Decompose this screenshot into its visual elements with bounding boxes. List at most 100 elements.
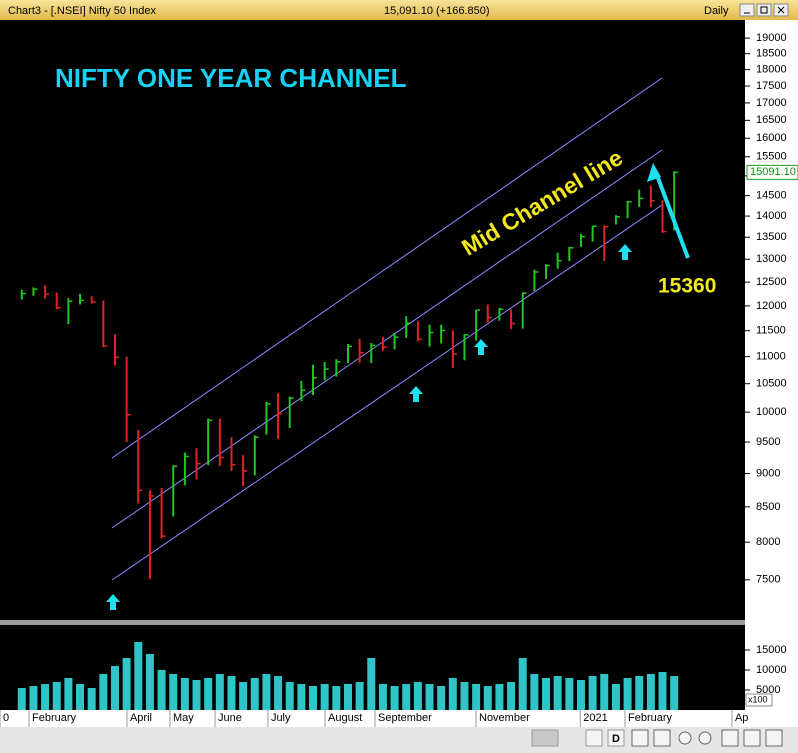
volume-bar — [576, 680, 585, 710]
volume-bar — [64, 678, 73, 710]
volume-tick-label: 15000 — [756, 644, 787, 656]
x-tick-label: 2021 — [583, 712, 607, 724]
toolbar — [0, 727, 798, 753]
volume-bar — [425, 684, 434, 710]
channel-lines — [111, 77, 663, 581]
volume-bar — [600, 674, 609, 710]
x-tick-label: June — [218, 712, 242, 724]
volume-bar — [483, 686, 492, 710]
y-tick-label: 13500 — [756, 231, 787, 243]
volume-bar — [180, 678, 189, 710]
refresh-button[interactable] — [585, 729, 603, 747]
volume-bar — [239, 682, 248, 710]
volume-tick-label: 5000 — [756, 684, 780, 696]
x-tick-label: February — [628, 712, 673, 724]
y-tick-label: 7500 — [756, 574, 780, 586]
volume-bar — [437, 686, 446, 710]
volume-bar — [530, 674, 539, 710]
y-tick-label: 10500 — [756, 378, 787, 390]
unit-box — [745, 693, 773, 707]
volume-bar — [623, 678, 632, 710]
volume-bar — [635, 676, 644, 710]
volume-bar — [378, 684, 387, 710]
panel-separator — [0, 620, 745, 625]
volume-bar — [99, 674, 108, 710]
price-axis — [745, 20, 798, 710]
volume-bar — [332, 686, 341, 710]
volume-bar — [565, 678, 574, 710]
volume-bar — [460, 682, 469, 710]
volume-bar — [611, 684, 620, 710]
volume-bar — [472, 684, 481, 710]
volume-bar — [297, 684, 306, 710]
y-tick-label: 15500 — [756, 151, 787, 163]
y-tick-label: 16500 — [756, 114, 787, 126]
y-tick-label: 12500 — [756, 276, 787, 288]
y-tick-label: 16000 — [756, 132, 787, 144]
volume-bar — [588, 676, 597, 710]
scrollbar-thumb[interactable] — [531, 729, 559, 747]
volume-bar — [41, 684, 50, 710]
x-tick-label: February — [32, 712, 77, 724]
volume-bar — [309, 686, 318, 710]
y-tick-label: 10000 — [756, 406, 787, 418]
volume-unit: x100 — [748, 694, 768, 704]
y-tick-label: 8500 — [756, 501, 780, 513]
x-tick-label: September — [378, 712, 432, 724]
volume-bar — [402, 684, 411, 710]
x-tick-label: 0 — [3, 712, 9, 724]
y-tick-label: 12000 — [756, 300, 787, 312]
volume-bar — [658, 672, 667, 710]
y-tick-label: 9500 — [756, 436, 780, 448]
time-axis — [0, 710, 745, 727]
x-tick-label: November — [479, 712, 530, 724]
volume-tick-label: 10000 — [756, 664, 787, 676]
y-tick-label: 17500 — [756, 80, 787, 92]
x-tick-label: August — [328, 712, 362, 724]
volume-bar — [169, 674, 178, 710]
x-tick-label: Ap — [735, 712, 748, 724]
y-tick-label: 14500 — [756, 190, 787, 202]
y-tick-label: 17000 — [756, 97, 787, 109]
volume-bar — [670, 676, 679, 710]
price-panel — [0, 20, 745, 620]
window-buttons[interactable] — [739, 3, 789, 17]
volume-bar — [204, 678, 213, 710]
y-tick-label: 19000 — [756, 32, 787, 44]
period-button[interactable] — [607, 729, 625, 747]
period: Daily — [704, 5, 729, 17]
volume-bar — [227, 676, 236, 710]
volume-bar — [134, 642, 143, 710]
volume-bar — [413, 682, 422, 710]
volume-bar — [355, 682, 364, 710]
toolbar-icons[interactable] — [631, 729, 783, 747]
volume-bar — [285, 682, 294, 710]
y-tick-label: 11000 — [756, 351, 786, 363]
y-tick-label: 18000 — [756, 64, 787, 76]
volume-bar — [367, 658, 376, 710]
period-button-label: D — [612, 733, 620, 745]
volume-bar — [646, 674, 655, 710]
x-tick-label: April — [130, 712, 152, 724]
volume-bar — [507, 682, 516, 710]
last-price-label: 15091.10 — [750, 166, 796, 178]
volume-bar — [274, 676, 283, 710]
y-tick-label: 14000 — [756, 210, 787, 222]
y-tick-label: 11500 — [756, 325, 786, 337]
window-title: Chart3 - [.NSEI] Nifty 50 Index — [8, 5, 156, 17]
volume-bar — [76, 684, 85, 710]
volume-bar — [29, 686, 38, 710]
x-tick-label: July — [271, 712, 291, 724]
volume-bar — [320, 684, 329, 710]
volume-bar — [495, 684, 504, 710]
volume-bar — [215, 674, 224, 710]
volume-bar — [17, 688, 26, 710]
volume-bar — [52, 682, 61, 710]
quote: 15,091.10 (+166.850) — [384, 5, 490, 17]
volume-bar — [157, 670, 166, 710]
volume-bar — [448, 678, 457, 710]
volume-bar — [250, 678, 259, 710]
arrows — [106, 163, 690, 610]
